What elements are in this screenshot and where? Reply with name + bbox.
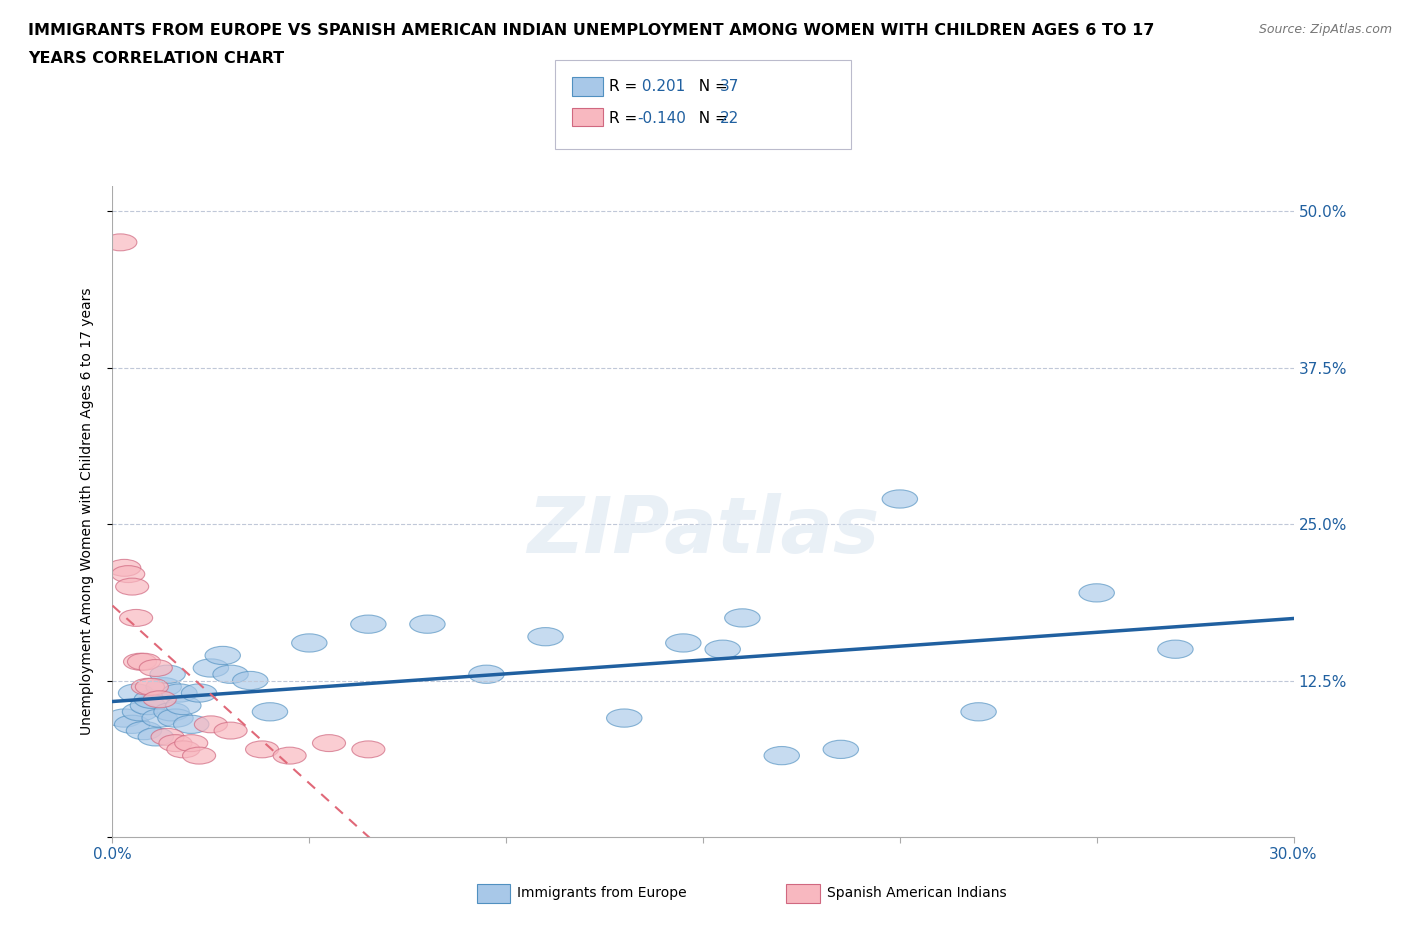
Text: 0.201: 0.201 <box>637 79 685 94</box>
Text: Immigrants from Europe: Immigrants from Europe <box>517 885 688 900</box>
Y-axis label: Unemployment Among Women with Children Ages 6 to 17 years: Unemployment Among Women with Children A… <box>80 287 94 736</box>
Text: 37: 37 <box>720 79 740 94</box>
Text: R =: R = <box>609 79 643 94</box>
Text: N =: N = <box>689 79 733 94</box>
Text: ZIPatlas: ZIPatlas <box>527 493 879 569</box>
Text: Source: ZipAtlas.com: Source: ZipAtlas.com <box>1258 23 1392 36</box>
Text: -0.140: -0.140 <box>637 111 686 126</box>
Text: N =: N = <box>689 111 733 126</box>
Text: Spanish American Indians: Spanish American Indians <box>827 885 1007 900</box>
Text: R =: R = <box>609 111 643 126</box>
Text: 22: 22 <box>720 111 740 126</box>
Text: IMMIGRANTS FROM EUROPE VS SPANISH AMERICAN INDIAN UNEMPLOYMENT AMONG WOMEN WITH : IMMIGRANTS FROM EUROPE VS SPANISH AMERIC… <box>28 23 1154 38</box>
Text: YEARS CORRELATION CHART: YEARS CORRELATION CHART <box>28 51 284 66</box>
